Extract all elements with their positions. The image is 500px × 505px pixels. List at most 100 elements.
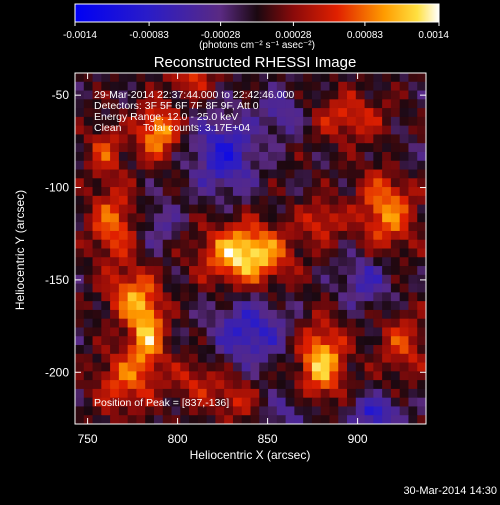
heatmap-cell	[285, 257, 295, 267]
heatmap-cell	[197, 257, 208, 267]
heatmap-cell	[320, 239, 331, 250]
heatmap-cell	[136, 301, 146, 311]
heatmap-cell	[390, 204, 401, 215]
heatmap-cell	[189, 134, 199, 144]
heatmap-cell	[268, 292, 278, 302]
heatmap-cell	[136, 230, 146, 241]
heatmap-cell	[329, 169, 339, 179]
heatmap-cell	[232, 318, 243, 329]
heatmap-cell	[101, 213, 111, 223]
heatmap-cell	[259, 213, 269, 223]
heatmap-cell	[180, 274, 190, 285]
heatmap-cell	[83, 345, 94, 355]
heatmap-cell	[153, 397, 164, 408]
heatmap-cell	[206, 301, 217, 311]
heatmap-cell	[399, 187, 410, 197]
heatmap-cell	[241, 248, 252, 258]
heatmap-cell	[338, 327, 348, 337]
heatmap-cell	[83, 73, 94, 83]
heatmap-cell	[276, 99, 287, 109]
heatmap-cell	[320, 169, 331, 179]
heatmap-cell	[206, 134, 217, 144]
heatmap-cell	[153, 318, 164, 329]
heatmap-cell	[92, 108, 102, 118]
heatmap-cell	[145, 248, 155, 258]
heatmap-cell	[83, 81, 94, 92]
heatmap-cell	[285, 178, 295, 188]
heatmap-cell	[215, 143, 225, 153]
heatmap-cell	[250, 143, 260, 153]
heatmap-cell	[268, 90, 278, 100]
colorbar-tick-label: 0.0014	[418, 30, 449, 41]
heatmap-cell	[180, 99, 190, 109]
heatmap-cell	[250, 187, 260, 197]
heatmap-cell	[118, 213, 129, 223]
heatmap-cell	[355, 125, 366, 136]
heatmap-cell	[224, 81, 234, 92]
heatmap-cell	[382, 222, 392, 232]
heatmap-cell	[206, 248, 217, 258]
heatmap-cell	[329, 371, 339, 381]
heatmap-cell	[215, 274, 225, 285]
heatmap-cell	[285, 230, 295, 241]
heatmap-cell	[338, 292, 348, 302]
heatmap-cell	[189, 353, 199, 364]
heatmap-cell	[364, 362, 374, 372]
heatmap-cell	[259, 169, 269, 179]
heatmap-cell	[259, 73, 269, 83]
heatmap-cell	[250, 81, 260, 92]
heatmap-cell	[399, 380, 410, 390]
heatmap-cell	[382, 230, 392, 241]
heatmap-cell	[118, 371, 129, 381]
heatmap-cell	[338, 266, 348, 276]
heatmap-cell	[232, 116, 243, 127]
heatmap-cell	[303, 204, 313, 215]
heatmap-cell	[355, 151, 366, 162]
heatmap-cell	[127, 81, 138, 92]
heatmap-cell	[224, 415, 234, 424]
heatmap-cell	[382, 143, 392, 153]
heatmap-cell	[92, 336, 102, 346]
heatmap-cell	[127, 292, 138, 302]
heatmap-cell	[101, 388, 111, 399]
heatmap-cell	[373, 90, 383, 100]
heatmap-cell	[347, 353, 357, 364]
heatmap-cell	[417, 301, 426, 311]
heatmap-cell	[162, 160, 173, 171]
heatmap-cell	[206, 169, 217, 179]
heatmap-cell	[311, 151, 322, 162]
heatmap-cell	[382, 248, 392, 258]
heatmap-cell	[75, 345, 85, 355]
heatmap-cell	[399, 248, 410, 258]
heatmap-cell	[110, 134, 120, 144]
heatmap-cell	[153, 195, 164, 206]
heatmap-cell	[338, 81, 348, 92]
heatmap-cell	[171, 125, 181, 136]
heatmap-cell	[224, 90, 234, 100]
heatmap-cell	[382, 187, 392, 197]
heatmap-cell	[390, 90, 401, 100]
heatmap-cell	[127, 397, 138, 408]
heatmap-cell	[268, 143, 278, 153]
heatmap-cell	[399, 362, 410, 372]
heatmap-cell	[382, 362, 392, 372]
heatmap-cell	[390, 116, 401, 127]
heatmap-cell	[145, 134, 155, 144]
heatmap-cell	[75, 397, 85, 408]
heatmap-cell	[320, 406, 331, 416]
heatmap-cell	[75, 327, 85, 337]
annotation-peak-position: Position of Peak = [837,-136]	[94, 397, 229, 409]
heatmap-cell	[285, 318, 295, 329]
heatmap-cell	[189, 116, 199, 127]
heatmap-cell	[162, 388, 173, 399]
heatmap-cell	[390, 187, 401, 197]
heatmap-cell	[136, 353, 146, 364]
heatmap-cell	[373, 239, 383, 250]
heatmap-cell	[294, 169, 304, 179]
heatmap-cell	[355, 336, 366, 346]
heatmap-cell	[399, 143, 410, 153]
heatmap-cell	[189, 345, 199, 355]
heatmap-cell	[303, 239, 313, 250]
heatmap-cell	[224, 301, 234, 311]
heatmap-cell	[417, 204, 426, 215]
